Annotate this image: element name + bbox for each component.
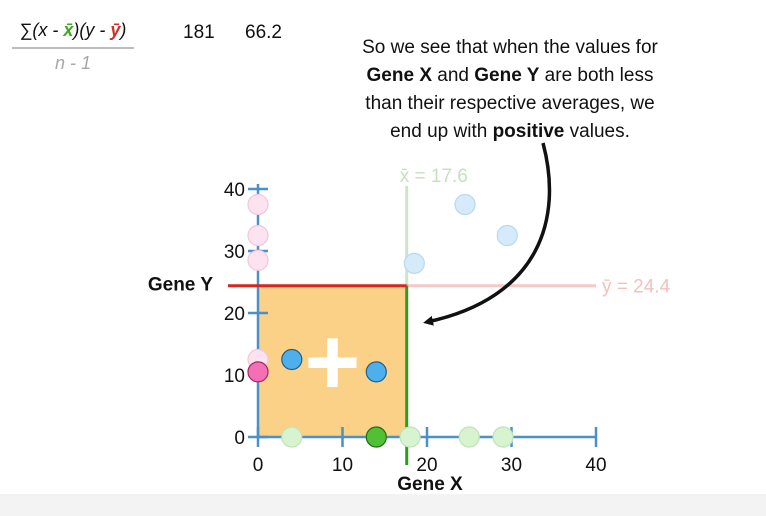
caption-line-4: end up with positive values. bbox=[318, 118, 702, 146]
caption-line-1: So we see that when the values for bbox=[362, 37, 658, 58]
caption-positive: positive bbox=[492, 121, 565, 142]
y-axis-title: Gene Y bbox=[148, 275, 213, 296]
y-axis-projection-highlighted bbox=[247, 361, 269, 383]
x-axis-projection-point bbox=[492, 426, 514, 448]
x-axis-projection-highlighted bbox=[365, 426, 387, 448]
x-axis-projection-point bbox=[281, 426, 303, 448]
caption-line-2: Gene X and Gene Y are both less bbox=[318, 62, 702, 90]
formula-xbar: x̄ bbox=[63, 20, 74, 40]
x-axis-title: Gene X bbox=[397, 474, 463, 495]
x-tick-label: 0 bbox=[253, 455, 264, 476]
y-axis-projection-point bbox=[247, 193, 269, 216]
x-mean-label: x̄ = 17.6 bbox=[400, 166, 468, 187]
caption-line-4-start: end up with bbox=[390, 121, 493, 142]
covariance-value: 66.2 bbox=[245, 22, 282, 43]
caption-gene-x: Gene X bbox=[366, 65, 432, 86]
sigma-symbol: ∑ bbox=[19, 20, 33, 40]
covariance-formula: ∑(x - x̄)(y - ȳ) n - 1 bbox=[12, 20, 134, 74]
caption-line-2-end: are both less bbox=[539, 65, 654, 86]
formula-ybar: ȳ bbox=[110, 20, 121, 40]
caption-gene-y: Gene Y bbox=[474, 65, 540, 86]
explanation-caption: So we see that when the values for Gene … bbox=[318, 34, 702, 146]
pointer-arrow bbox=[423, 142, 552, 326]
formula-term-x: (x - bbox=[32, 20, 64, 40]
x-tick-label: 10 bbox=[332, 455, 353, 476]
y-tick-label: 0 bbox=[234, 428, 245, 449]
data-point-highlighted bbox=[365, 361, 387, 383]
data-points bbox=[247, 193, 518, 448]
fraction-bar bbox=[12, 47, 134, 49]
x-tick-label: 20 bbox=[416, 455, 437, 476]
y-tick-label: 20 bbox=[224, 304, 245, 325]
y-axis-projection-point bbox=[247, 249, 269, 271]
formula-term-mid: )(y - bbox=[73, 20, 111, 40]
plus-sign: + bbox=[304, 308, 360, 415]
x-axis-projection-point bbox=[458, 426, 480, 448]
sum-value: 181 bbox=[183, 22, 215, 43]
x-tick-label: 40 bbox=[585, 455, 606, 476]
y-tick-label: 30 bbox=[224, 242, 245, 263]
footer-band bbox=[0, 494, 766, 516]
data-point-highlighted bbox=[281, 348, 303, 371]
y-tick-label: 40 bbox=[224, 180, 245, 201]
data-point-faded bbox=[403, 252, 425, 274]
caption-line-4-end: values. bbox=[564, 121, 630, 142]
x-tick-label: 30 bbox=[501, 455, 522, 476]
y-tick-label: 10 bbox=[224, 366, 245, 387]
caption-line-3: than their respective averages, we bbox=[365, 93, 655, 114]
formula-numerator: ∑(x - x̄)(y - ȳ) bbox=[12, 20, 134, 41]
caption-and: and bbox=[432, 65, 475, 86]
y-axis-projection-point bbox=[247, 224, 269, 247]
formula-denominator: n - 1 bbox=[54, 53, 92, 73]
x-axis-projection-point bbox=[399, 426, 421, 448]
data-point-faded bbox=[496, 224, 518, 247]
formula-term-end: ) bbox=[120, 20, 127, 40]
data-point-faded bbox=[454, 193, 476, 216]
y-mean-label: ȳ = 24.4 bbox=[602, 277, 671, 298]
